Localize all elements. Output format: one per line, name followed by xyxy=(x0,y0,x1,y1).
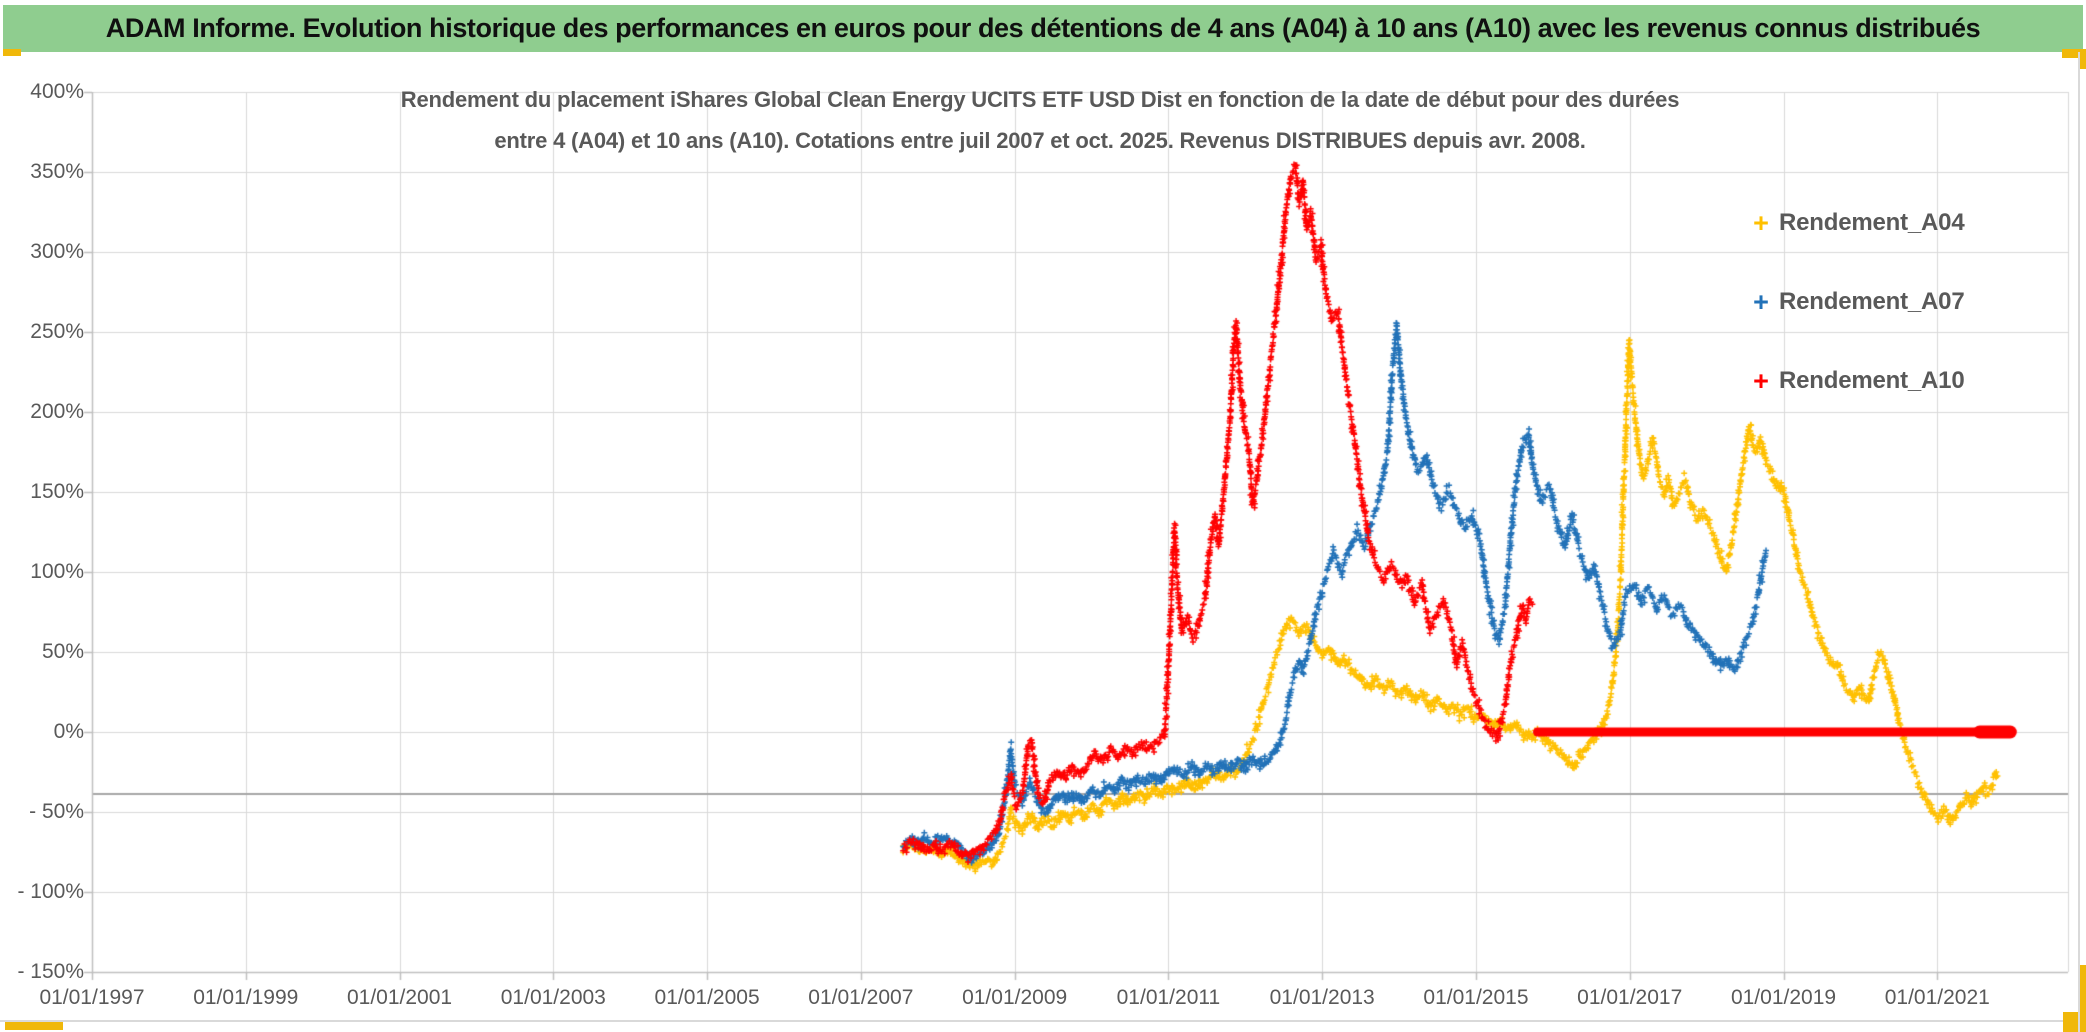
plus-marker-icon: + xyxy=(1753,208,1769,238)
legend-item-a04[interactable]: + Rendement_A04 xyxy=(1743,204,1965,242)
y-tick-label: 300% xyxy=(30,240,84,263)
legend-label: Rendement_A07 xyxy=(1779,288,1965,315)
chart-title-line2: entre 4 (A04) et 10 ans (A10). Cotations… xyxy=(494,128,1586,153)
legend-item-a07[interactable]: + Rendement_A07 xyxy=(1743,283,1965,321)
x-tick-label: 01/01/1997 xyxy=(39,986,145,1009)
x-tick-label: 01/01/2005 xyxy=(654,986,760,1009)
x-tick-label: 01/01/2007 xyxy=(808,986,914,1009)
chart-title: Rendement du placement iShares Global Cl… xyxy=(310,79,1770,161)
chart-title-line1: Rendement du placement iShares Global Cl… xyxy=(400,87,1680,112)
x-tick-label: 01/01/2009 xyxy=(962,986,1068,1009)
x-tick-label: 01/01/2015 xyxy=(1423,986,1529,1009)
y-tick-label: 400% xyxy=(30,80,84,103)
x-tick-label: 01/01/2017 xyxy=(1577,986,1683,1009)
y-tick-label: - 150% xyxy=(17,960,84,983)
plus-marker-icon: + xyxy=(1753,287,1769,317)
x-tick-label: 01/01/2003 xyxy=(500,986,606,1009)
legend-item-a10[interactable]: + Rendement_A10 xyxy=(1743,362,1965,400)
y-tick-label: 100% xyxy=(30,560,84,583)
y-tick-label: 250% xyxy=(30,320,84,343)
x-tick-label: 01/01/2019 xyxy=(1730,986,1837,1009)
y-tick-label: 200% xyxy=(30,400,84,423)
y-tick-label: 150% xyxy=(30,480,84,503)
plus-marker-icon: + xyxy=(1753,366,1769,396)
y-tick-label: - 100% xyxy=(17,880,84,903)
legend-label: Rendement_A04 xyxy=(1779,209,1965,236)
x-tick-label: 01/01/2001 xyxy=(346,986,453,1009)
x-tick-label: 01/01/2021 xyxy=(1884,986,1990,1009)
y-tick-label: 350% xyxy=(30,160,84,183)
y-tick-label: 50% xyxy=(41,640,84,663)
x-tick-label: 01/01/1999 xyxy=(193,986,299,1009)
x-tick-label: 01/01/2013 xyxy=(1269,986,1375,1009)
legend-label: Rendement_A10 xyxy=(1779,367,1965,394)
y-tick-label: 0% xyxy=(53,720,84,743)
y-tick-label: - 50% xyxy=(29,800,84,823)
x-tick-label: 01/01/2011 xyxy=(1116,986,1221,1009)
